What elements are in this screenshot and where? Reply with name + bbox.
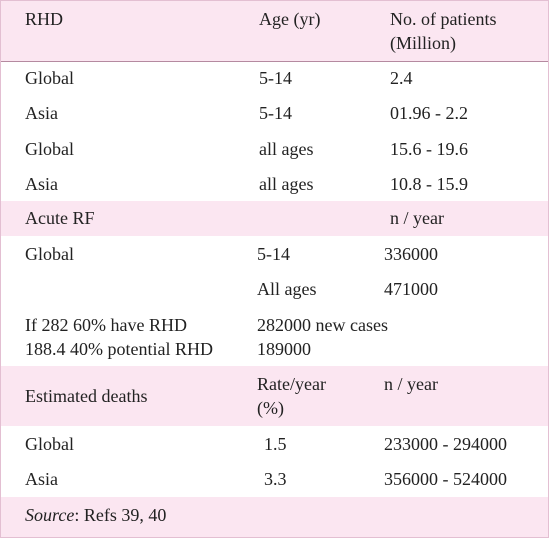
header-band <box>1 1 548 61</box>
cell: 189000 <box>257 339 311 359</box>
source-label: Source <box>25 505 75 525</box>
header-cell: RHD <box>25 9 64 29</box>
cell: Global <box>25 139 74 159</box>
cell: Asia <box>25 469 58 489</box>
header-cell: No. of patients (Million) <box>390 9 497 53</box>
section-band <box>1 366 548 426</box>
cell: all ages <box>259 139 314 159</box>
cell: Global <box>25 434 74 454</box>
cell: 15.6 - 19.6 <box>390 139 468 159</box>
cell: 10.8 - 15.9 <box>390 174 468 194</box>
source-text: : Refs 39, 40 <box>74 505 167 525</box>
cell: 1.5 <box>264 434 287 454</box>
cell: Asia <box>25 103 58 123</box>
rule <box>1 61 548 62</box>
cell: Global <box>25 68 74 88</box>
cell: 471000 <box>384 279 438 299</box>
cell: 282000 new cases <box>257 315 388 335</box>
section-header: Acute RF <box>25 208 95 228</box>
footer-band <box>1 497 548 537</box>
section-header: n / year <box>384 374 438 394</box>
section-header: n / year <box>390 208 444 228</box>
cell: 5-14 <box>259 68 292 88</box>
cell: 01.96 - 2.2 <box>390 103 468 123</box>
cell: 3.3 <box>264 469 287 489</box>
source: Source: Refs 39, 40 <box>25 503 166 527</box>
cell: 233000 - 294000 <box>384 434 507 454</box>
cell: 2.4 <box>390 68 413 88</box>
cell: 336000 <box>384 244 438 264</box>
cell: 188.4 40% potential RHD <box>25 339 213 359</box>
cell: 5-14 <box>259 103 292 123</box>
section-band <box>1 201 548 236</box>
section-header: Rate/year (%) <box>257 374 326 418</box>
cell: Global <box>25 244 74 264</box>
cell: Asia <box>25 174 58 194</box>
cell: 5-14 <box>257 244 290 264</box>
cell: 356000 - 524000 <box>384 469 507 489</box>
cell: All ages <box>257 279 317 299</box>
cell: all ages <box>259 174 314 194</box>
section-header: Estimated deaths <box>25 386 148 406</box>
cell: If 282 60% have RHD <box>25 315 187 335</box>
header-cell: Age (yr) <box>259 9 321 29</box>
